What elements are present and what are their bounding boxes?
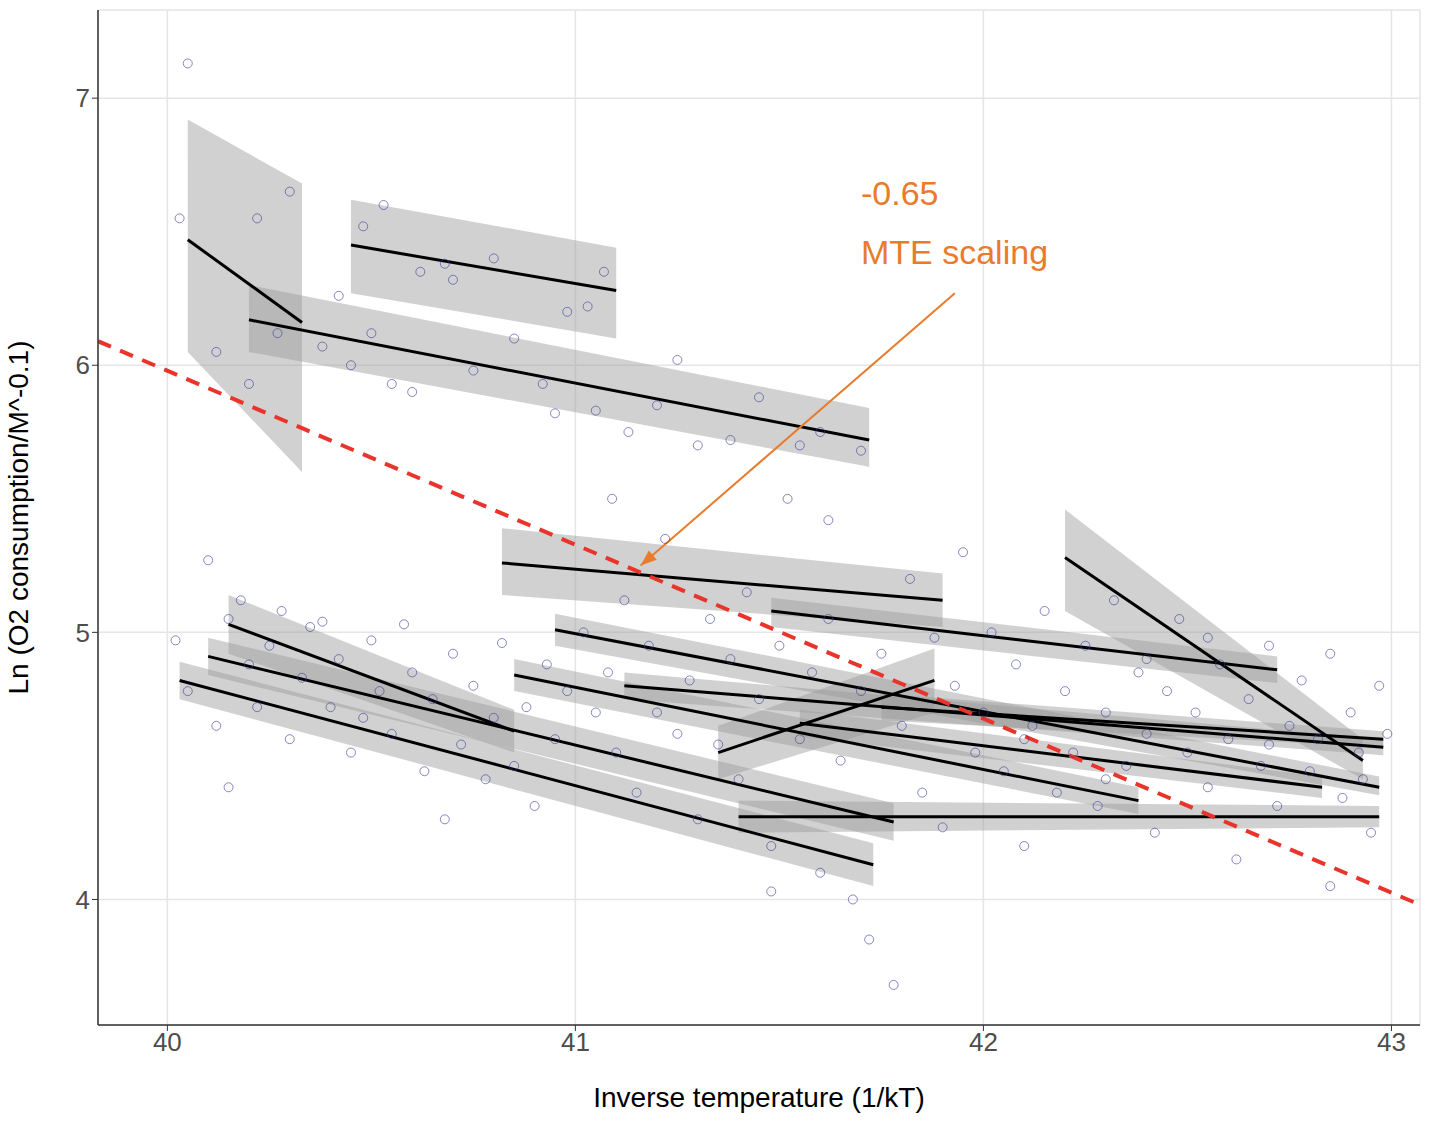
svg-text:41: 41 <box>561 1027 590 1057</box>
svg-text:4: 4 <box>76 885 90 915</box>
svg-text:42: 42 <box>969 1027 998 1057</box>
svg-text:-0.65: -0.65 <box>861 174 939 212</box>
svg-text:Ln (O2 consumption/M^-0.1): Ln (O2 consumption/M^-0.1) <box>3 341 34 695</box>
svg-text:6: 6 <box>76 350 90 380</box>
svg-text:MTE scaling: MTE scaling <box>861 233 1048 271</box>
svg-text:43: 43 <box>1377 1027 1406 1057</box>
svg-text:Inverse temperature (1/kT): Inverse temperature (1/kT) <box>593 1082 924 1113</box>
svg-text:40: 40 <box>153 1027 182 1057</box>
svg-text:5: 5 <box>76 618 90 648</box>
svg-text:7: 7 <box>76 83 90 113</box>
